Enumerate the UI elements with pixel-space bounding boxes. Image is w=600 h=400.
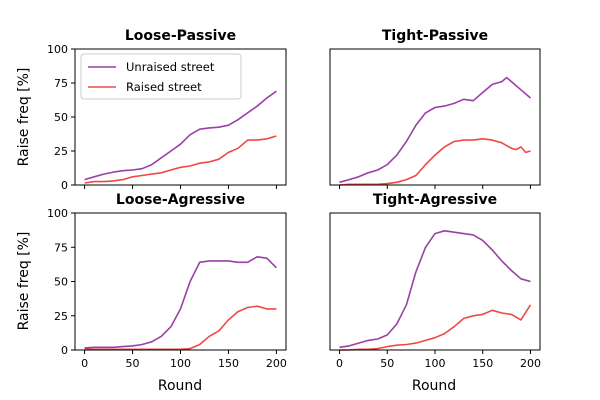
y-axis-label-top: Raise freq [%]	[16, 68, 32, 167]
y-tick-label: 75	[54, 241, 68, 254]
series-line-raised	[84, 135, 277, 184]
legend: Unraised street Raised street	[80, 53, 242, 100]
y-axis-label-bottom: Raise freq [%]	[16, 232, 32, 331]
x-tick-label: 0	[336, 357, 343, 370]
y-tick-label: 50	[54, 111, 68, 124]
x-axis-label-left: Round	[158, 378, 202, 394]
legend-label-raised: Raised street	[126, 80, 202, 94]
y-tick-label: 50	[54, 276, 68, 289]
series-line-unraised	[84, 255, 277, 349]
x-tick-label: 50	[126, 357, 140, 370]
x-tick-label: 100	[425, 357, 446, 370]
panel-tight-agressive: Tight-Agressive 0 50 100 150 200	[329, 192, 541, 370]
series-line-raised	[339, 304, 532, 351]
series-line-raised	[84, 305, 277, 351]
x-tick-label: 200	[266, 357, 287, 370]
y-tick-label: 75	[54, 77, 68, 90]
x-tick-label: 150	[472, 357, 493, 370]
series-line-raised	[339, 138, 531, 186]
x-tick-label: 100	[170, 357, 191, 370]
series-line-unraised	[339, 76, 532, 184]
y-tick-label: 100	[47, 43, 68, 56]
panel-tight-passive: Tight-Passive	[329, 28, 541, 189]
panel-title: Tight-Agressive	[373, 192, 497, 208]
panel-title: Loose-Agressive	[116, 192, 245, 208]
legend-frame	[80, 53, 242, 100]
series-line-unraised	[84, 90, 277, 181]
series-line-unraised	[339, 230, 531, 349]
x-axis-label-right: Round	[412, 378, 456, 394]
panel-title: Tight-Passive	[382, 28, 488, 44]
x-tick-label: 0	[81, 357, 88, 370]
panel-title: Loose-Passive	[125, 28, 236, 44]
panels: Loose-Passive 0 25 50 75 100 Tight-Passive Loos…	[47, 28, 541, 370]
x-tick-label: 200	[520, 357, 541, 370]
panel-loose-passive: Loose-Passive 0 25 50 75 100	[47, 28, 287, 192]
panel-loose-agressive: Loose-Agressive 0 50 100 150 200 0 25 50 75 100	[47, 192, 287, 370]
legend-label-unraised: Unraised street	[126, 60, 215, 74]
x-tick-label: 50	[380, 357, 394, 370]
y-tick-label: 100	[47, 207, 68, 220]
y-tick-label: 0	[61, 179, 68, 192]
x-tick-label: 150	[218, 357, 239, 370]
axes-frame	[329, 48, 541, 186]
y-tick-label: 25	[54, 145, 68, 158]
y-tick-label: 25	[54, 310, 68, 323]
y-tick-label: 0	[61, 344, 68, 357]
axes-frame	[74, 212, 287, 351]
